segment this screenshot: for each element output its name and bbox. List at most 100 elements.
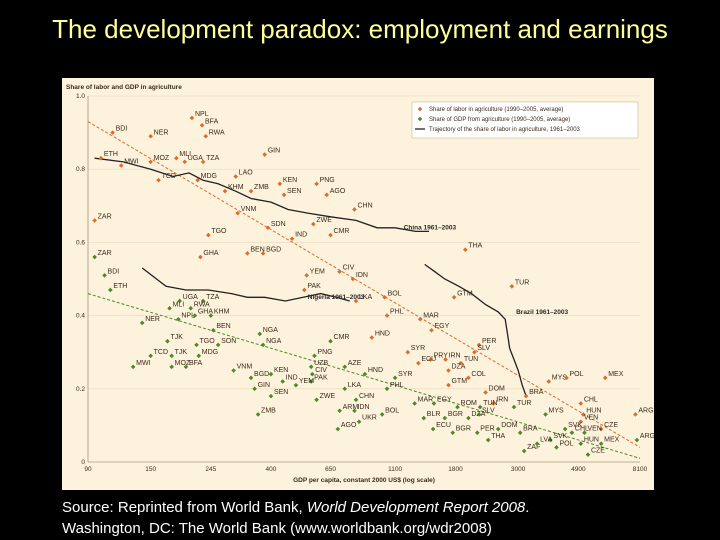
point-label: KEN bbox=[283, 177, 297, 184]
data-point bbox=[302, 287, 307, 293]
data-point bbox=[369, 335, 375, 340]
data-point bbox=[324, 192, 330, 198]
point-label: BDI bbox=[108, 268, 120, 275]
data-point bbox=[405, 349, 411, 355]
point-label: ZAR bbox=[98, 213, 112, 220]
point-label: ZAF bbox=[527, 444, 540, 451]
point-label: VNM bbox=[237, 364, 253, 371]
legend-entry: Share of labor in agriculture (1990–2005… bbox=[429, 107, 563, 113]
point-label: TCD bbox=[162, 173, 176, 180]
point-label: BEN bbox=[250, 246, 264, 253]
data-point bbox=[521, 448, 527, 454]
data-point bbox=[585, 452, 591, 457]
data-point bbox=[472, 349, 477, 355]
point-label: UGA bbox=[183, 294, 199, 301]
data-point bbox=[466, 415, 471, 421]
point-label: BGD bbox=[254, 371, 269, 378]
data-point bbox=[308, 364, 314, 370]
data-point bbox=[248, 188, 254, 194]
data-point bbox=[208, 313, 214, 318]
point-label: MOZ bbox=[154, 155, 170, 162]
x-tick-label: 400 bbox=[266, 466, 277, 473]
point-label: HUN bbox=[584, 437, 599, 444]
y-tick-label: 0.2 bbox=[76, 386, 85, 393]
data-point bbox=[92, 218, 97, 223]
grid-layer bbox=[88, 95, 640, 463]
data-point bbox=[580, 412, 586, 417]
point-label: PAK bbox=[314, 374, 328, 381]
point-label: ECU bbox=[421, 356, 436, 363]
point-label: SDN bbox=[271, 221, 286, 228]
point-label: BEN bbox=[216, 323, 230, 330]
point-label: GHA bbox=[203, 250, 219, 257]
point-label: DOM bbox=[489, 385, 506, 392]
data-point bbox=[252, 386, 257, 392]
data-point bbox=[602, 375, 608, 381]
data-point bbox=[211, 327, 216, 333]
point-label: ZWE bbox=[320, 393, 336, 400]
data-point bbox=[342, 386, 348, 392]
point-label: ARM bbox=[343, 404, 359, 411]
data-point bbox=[412, 401, 417, 406]
legend-entry: Share of GDP from agriculture (1990–2005… bbox=[429, 117, 570, 123]
data-point bbox=[102, 273, 107, 278]
point-label: GHA bbox=[198, 309, 214, 316]
data-point bbox=[311, 221, 316, 227]
legend-entry: Trajectory of the share of labor in agri… bbox=[429, 127, 581, 133]
data-point bbox=[248, 375, 254, 381]
point-label: MWI bbox=[124, 159, 138, 166]
point-label: BRA bbox=[529, 389, 544, 396]
data-point bbox=[169, 364, 174, 370]
point-label: MEX bbox=[608, 371, 624, 378]
data-point bbox=[430, 426, 436, 432]
point-label: ARG bbox=[640, 433, 654, 440]
point-label: GTM bbox=[451, 378, 467, 385]
point-label: RWA bbox=[209, 129, 225, 136]
point-label: LKA bbox=[359, 294, 373, 301]
data-point bbox=[523, 393, 529, 399]
data-point bbox=[634, 437, 640, 443]
point-label: BOL bbox=[388, 290, 402, 297]
data-point bbox=[477, 404, 483, 410]
point-label: SYR bbox=[411, 345, 425, 352]
data-point bbox=[446, 382, 451, 388]
data-point bbox=[342, 364, 348, 370]
point-label: CIV bbox=[315, 367, 327, 374]
trajectories-layer: China 1961–2003 Nigeria 1961–2003 Brazil 1… bbox=[94, 157, 569, 397]
data-point bbox=[260, 342, 266, 348]
data-point bbox=[352, 408, 357, 414]
data-point bbox=[268, 393, 274, 399]
source-report-title: World Development Report 2008 bbox=[306, 499, 526, 516]
point-label: TUR bbox=[517, 400, 531, 407]
data-point bbox=[476, 342, 482, 348]
point-label: CMR bbox=[334, 228, 350, 235]
point-label: SYR bbox=[398, 371, 412, 378]
point-label: BDI bbox=[116, 126, 128, 133]
x-tick-label: 3000 bbox=[511, 466, 526, 473]
y-tick-label: 0.6 bbox=[76, 239, 85, 246]
data-point bbox=[337, 408, 342, 414]
point-label: LVA bbox=[540, 437, 553, 444]
point-label: IDN bbox=[356, 272, 368, 279]
data-point bbox=[222, 188, 228, 194]
source-line-2: Washington, DC: The World Bank (www.worl… bbox=[62, 520, 492, 537]
y-tick-label: 1.0 bbox=[76, 93, 85, 100]
point-label: IRN bbox=[449, 353, 461, 360]
point-label: IDN bbox=[357, 404, 369, 411]
data-point bbox=[474, 430, 480, 436]
data-point bbox=[495, 426, 501, 432]
data-point bbox=[578, 401, 584, 406]
data-point bbox=[598, 426, 604, 432]
data-point bbox=[442, 415, 448, 421]
data-point bbox=[554, 445, 559, 450]
point-label: GIN bbox=[258, 382, 270, 389]
data-point bbox=[362, 371, 368, 377]
data-point bbox=[192, 313, 198, 318]
data-point bbox=[194, 342, 199, 348]
point-label: POL bbox=[559, 440, 573, 447]
point-label: RWA bbox=[194, 301, 210, 308]
point-label: THA bbox=[491, 433, 505, 440]
data-point bbox=[451, 295, 457, 300]
legend-box bbox=[411, 101, 639, 139]
